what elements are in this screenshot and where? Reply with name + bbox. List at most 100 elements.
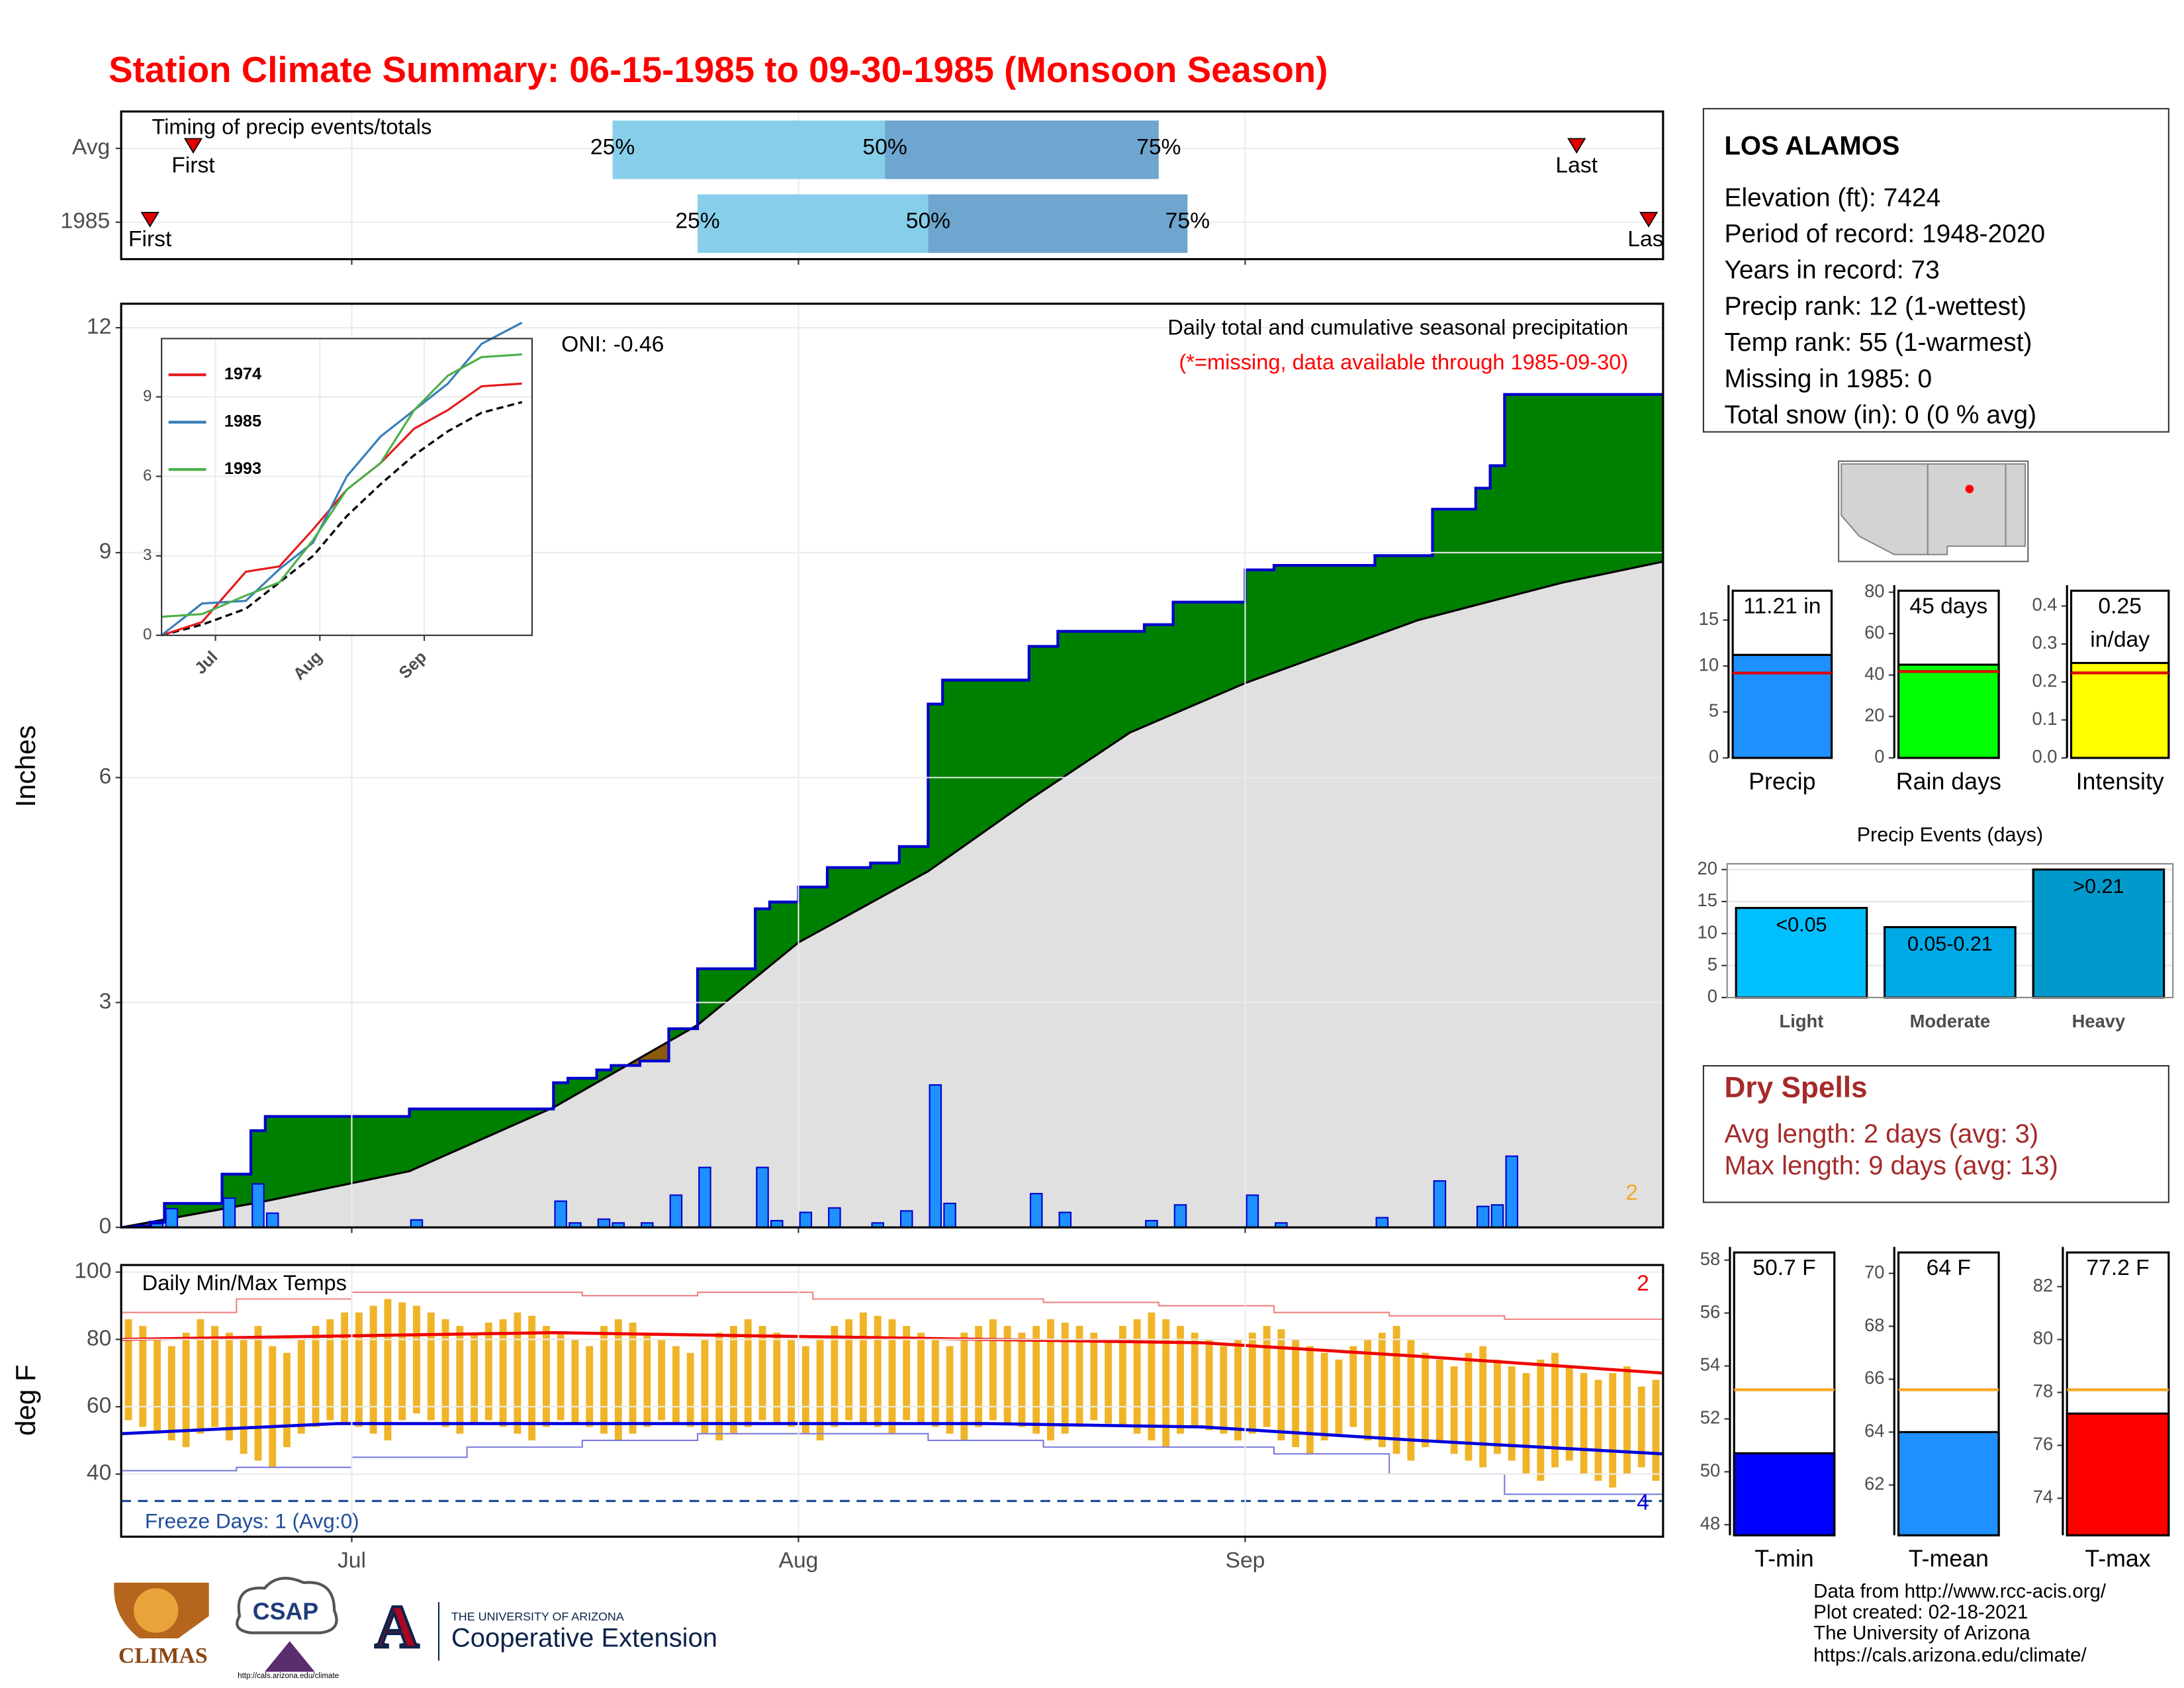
temp-range-bar — [975, 1326, 983, 1427]
y-tick-label: 66 — [1864, 1368, 1884, 1388]
average-line — [161, 400, 523, 637]
daily-bar — [799, 1211, 813, 1228]
y-tick-label: 20 — [1864, 705, 1884, 726]
temp-range-bar — [197, 1319, 205, 1434]
temp-range-bar — [369, 1305, 377, 1434]
daily-bar — [222, 1197, 236, 1228]
event-label: Last — [1627, 227, 1670, 252]
x-tick-label: Heavy — [2072, 1011, 2126, 1031]
daily-bar — [1476, 1205, 1490, 1228]
temp-range-bar — [139, 1326, 147, 1427]
quartile-bar — [885, 120, 1159, 179]
temp-range-bar — [845, 1319, 853, 1421]
y-tick-label: 80 — [2033, 1328, 2053, 1348]
dry-spells-line: Avg length: 2 days (avg: 3) — [1724, 1119, 2038, 1149]
average-fill — [121, 561, 1663, 1228]
y-tick-label: 15 — [1698, 890, 1717, 910]
temp-range-bar — [1277, 1329, 1285, 1440]
temp-range-bar — [686, 1352, 694, 1427]
y-tick-label: 0 — [99, 1214, 112, 1239]
high-note: 2 — [1637, 1271, 1649, 1295]
quartile-bar — [698, 194, 929, 254]
value-label: 64 F — [1927, 1256, 1971, 1280]
y-tick-label: 6 — [143, 467, 152, 485]
map-state — [2005, 463, 2026, 547]
value-label: 0.25 — [2098, 594, 2142, 619]
temp-range-bar — [672, 1346, 680, 1424]
temp-range-bar — [1205, 1339, 1213, 1430]
credit-line: The University of Arizona — [1813, 1622, 2030, 1644]
daily-bar — [698, 1166, 711, 1228]
temp-range-bar — [341, 1312, 349, 1424]
y-tick-label: 9 — [99, 539, 112, 564]
temp-range-bar — [283, 1352, 291, 1448]
daily-bar — [900, 1210, 913, 1228]
y-axis-label: Inches — [10, 726, 41, 808]
station-dot — [1965, 485, 1974, 494]
temp-range-bar — [801, 1346, 809, 1434]
temp-range-bar — [614, 1319, 622, 1440]
panel-title: Precip Events (days) — [1857, 823, 2043, 846]
y-tick-label: 82 — [2033, 1275, 2053, 1295]
plot-frame — [120, 110, 1664, 261]
y-tick-label: 62 — [1864, 1474, 1884, 1494]
temp-range-bar — [715, 1333, 723, 1440]
temp-range-bar — [154, 1339, 161, 1434]
csap-logo-url: http://cals.arizona.edu/climate — [238, 1672, 339, 1680]
bar — [1897, 1430, 2000, 1536]
temp-range-bar — [1047, 1319, 1054, 1440]
event-marker — [183, 138, 203, 154]
temp-range-bar — [917, 1333, 925, 1424]
daily-bar — [669, 1194, 683, 1228]
daily-bar — [1275, 1222, 1288, 1228]
quartile-bar — [928, 194, 1188, 254]
temp-range-bar — [326, 1319, 334, 1421]
temp-range-bar — [1652, 1380, 1660, 1481]
daily-bar — [612, 1222, 625, 1228]
temp-range-bar — [1565, 1366, 1573, 1461]
temp-range-bar — [1320, 1352, 1328, 1440]
bar-label: Rain days — [1896, 768, 2001, 794]
daily-bar — [569, 1222, 582, 1228]
temp-range-bar — [1177, 1326, 1184, 1434]
y-tick-label: 78 — [2033, 1381, 2053, 1401]
event-label: Last — [1555, 153, 1598, 177]
temp-range-bar — [658, 1339, 666, 1421]
quartile-label: 25% — [675, 209, 719, 234]
temp-range-bar — [903, 1326, 911, 1421]
daily-bar — [165, 1207, 179, 1228]
daily-bar — [251, 1183, 265, 1228]
y-tick-label: 20 — [1698, 858, 1717, 878]
temp-range-bar — [1263, 1326, 1271, 1427]
y-tick-label: 0 — [1707, 986, 1717, 1006]
oni-annotation: ONI: -0.46 — [561, 332, 664, 357]
temp-range-bar — [1133, 1319, 1141, 1434]
timing-panel: 25% 50% 75% First Last 25% 50% 75% First Last Timi… — [121, 111, 1670, 259]
temp-range-bar — [456, 1326, 464, 1434]
value-label: 77.2 F — [2086, 1256, 2149, 1280]
dry-spells-title: Dry Spells — [1724, 1072, 1867, 1104]
daily-bar — [1029, 1193, 1043, 1228]
bin-label: >0.21 — [2073, 875, 2124, 898]
daily-bar — [641, 1222, 654, 1228]
csap-logo-cloud — [236, 1577, 338, 1634]
temp-range-bar — [629, 1322, 637, 1434]
legend-label: 1974 — [224, 365, 261, 383]
temp-range-bar — [1580, 1373, 1588, 1474]
daily-bar — [828, 1207, 841, 1228]
average-line — [121, 1422, 1663, 1456]
y-tick-label: 3 — [99, 989, 112, 1013]
average-line — [121, 1331, 1663, 1375]
bar-label: T-min — [1754, 1546, 1813, 1572]
bar-label: Precip — [1749, 768, 1815, 794]
temp-range-bar — [1637, 1386, 1645, 1468]
bar — [1884, 926, 2017, 999]
temp-range-bar — [1537, 1359, 1545, 1481]
temp-range-bar — [1407, 1339, 1415, 1461]
credit-line: https://cals.arizona.edu/climate/ — [1813, 1644, 2087, 1666]
series-line — [161, 353, 522, 618]
y-tick-label: 0 — [143, 626, 152, 643]
temp-range-bar — [874, 1315, 882, 1427]
temp-range-bar — [1003, 1326, 1011, 1424]
